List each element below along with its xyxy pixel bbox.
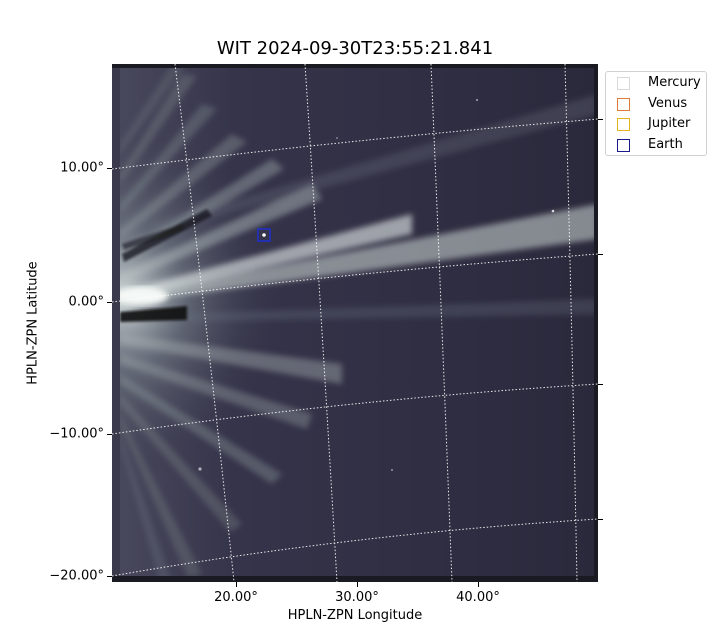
coordinate-grid [112,64,598,582]
y-tick-mark [107,576,112,577]
legend-swatch [617,139,630,152]
y-tick-label: −20.00° [49,568,104,584]
image-canvas [112,64,598,582]
plot-title: WIT 2024-09-30T23:55:21.841 [216,38,494,59]
y-tick-label: 0.00° [68,294,104,310]
y-axis-label: HPLN-ZPN Latitude [25,261,41,385]
dark-bands [120,209,212,322]
legend-swatch [617,77,630,90]
right-tick-mark [598,384,603,385]
y-tick-mark [107,168,112,169]
y-tick-mark [107,302,112,303]
legend-label: Jupiter [648,116,691,131]
right-tick-mark [598,254,603,255]
x-tick-label: 20.00° [214,590,258,605]
y-tick-label: −10.00° [49,426,104,442]
legend: Mercury Venus Jupiter Earth [605,71,707,156]
legend-swatch [617,98,630,111]
coronagraph-image [112,64,598,582]
earth-marker [257,228,271,242]
y-tick-label: 10.00° [60,160,104,176]
right-tick-mark [598,119,603,120]
x-tick-label: 30.00° [335,590,379,605]
legend-label: Venus [648,96,688,111]
x-tick-mark [357,582,358,587]
x-axis-label: HPLN-ZPN Longitude [287,608,423,623]
legend-label: Mercury [648,75,701,90]
bright-core [116,287,168,305]
legend-swatch [617,118,630,131]
y-tick-mark [107,434,112,435]
x-tick-mark [236,582,237,587]
x-tick-mark [478,582,479,587]
right-tick-mark [598,519,603,520]
x-tick-label: 40.00° [456,590,500,605]
stars [198,99,555,471]
legend-label: Earth [648,137,683,152]
